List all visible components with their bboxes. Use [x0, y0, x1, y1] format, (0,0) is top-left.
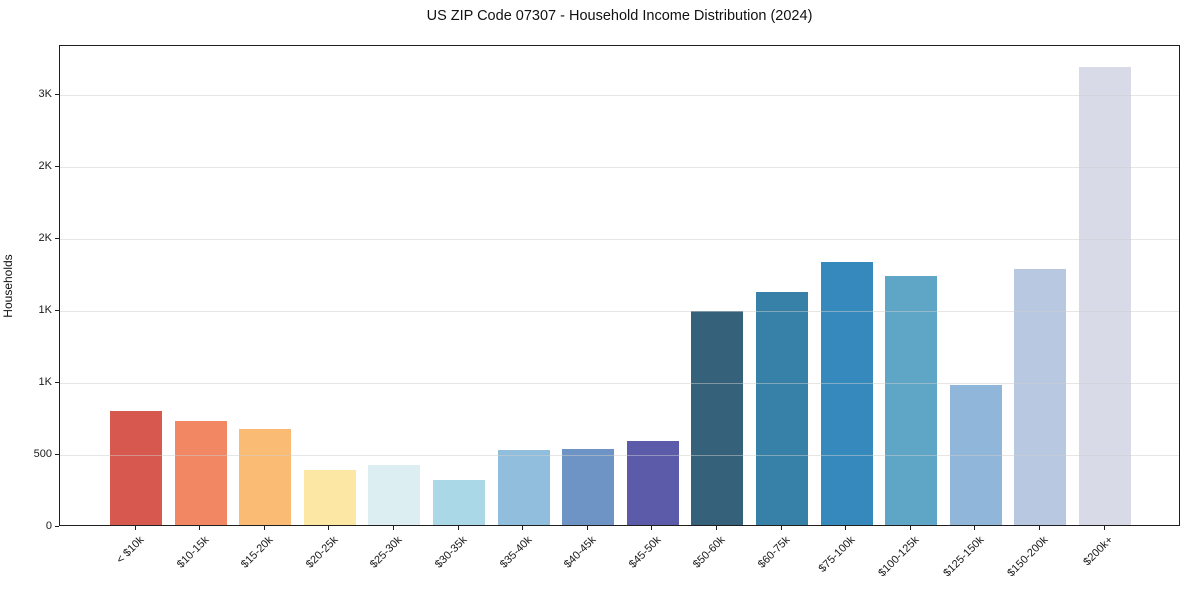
x-tick-mark: [1103, 526, 1105, 530]
y-tick-label: 1K: [38, 303, 52, 316]
bar-< $10k: [110, 411, 162, 525]
x-tick-label: < $10k: [114, 534, 147, 567]
x-tick-mark: [328, 526, 330, 530]
bar-$25-30k: [368, 464, 421, 525]
x-tick-mark: [715, 526, 718, 530]
y-tick-label: 2K: [38, 231, 52, 244]
bar-$15-20k: [239, 429, 292, 525]
x-tick-mark: [845, 526, 847, 530]
x-tick-mark: [199, 526, 201, 530]
x-tick-mark: [586, 526, 588, 530]
bar-$20-25k: [303, 469, 356, 525]
x-tick-mark: [263, 526, 265, 530]
x-tick-mark: [392, 526, 395, 530]
x-tick-mark: [651, 526, 653, 530]
bar-$35-40k: [497, 450, 550, 525]
chart-title: US ZIP Code 07307 - Household Income Dis…: [426, 8, 813, 24]
bar-$50-60k: [691, 310, 744, 525]
x-tick-mark: [457, 526, 459, 530]
y-tick-mark: [55, 237, 59, 239]
bar-$40-45k: [562, 448, 615, 525]
bar-$45-50k: [626, 440, 679, 525]
y-tick-label: 0: [45, 519, 52, 532]
y-tick-label: 2K: [38, 159, 52, 172]
bar-$75-100k: [820, 261, 873, 525]
bar-$200k+: [1079, 66, 1131, 525]
gridline-y: [60, 167, 1179, 169]
y-tick-mark: [55, 453, 59, 455]
x-tick-mark: [134, 526, 136, 530]
y-tick-mark: [55, 309, 59, 311]
y-tick-mark: [55, 165, 59, 168]
gridline-y: [60, 95, 1179, 97]
bar-$30-35k: [433, 479, 485, 525]
gridline-y: [60, 455, 1179, 457]
bar-$60-75k: [756, 291, 808, 525]
x-tick-mark: [974, 526, 976, 530]
bar-$10-15k: [174, 420, 227, 525]
bar-$100-125k: [885, 276, 938, 525]
y-tick-label: 3K: [38, 87, 52, 100]
y-tick-mark: [55, 525, 59, 527]
gridline-y: [60, 311, 1179, 313]
bar-$150-200k: [1014, 268, 1067, 525]
x-tick-mark: [909, 526, 911, 530]
y-tick-label: 1K: [38, 375, 52, 388]
x-tick-mark: [522, 526, 524, 530]
x-tick-mark: [780, 526, 782, 530]
bar-$125-150k: [949, 384, 1002, 525]
y-tick-mark: [55, 93, 59, 96]
gridline-y: [60, 383, 1179, 385]
y-tick-mark: [55, 381, 59, 383]
y-tick-label: 500: [33, 447, 52, 460]
plot-area: [59, 45, 1180, 526]
gridline-y: [60, 239, 1179, 241]
x-tick-mark: [1038, 526, 1041, 530]
